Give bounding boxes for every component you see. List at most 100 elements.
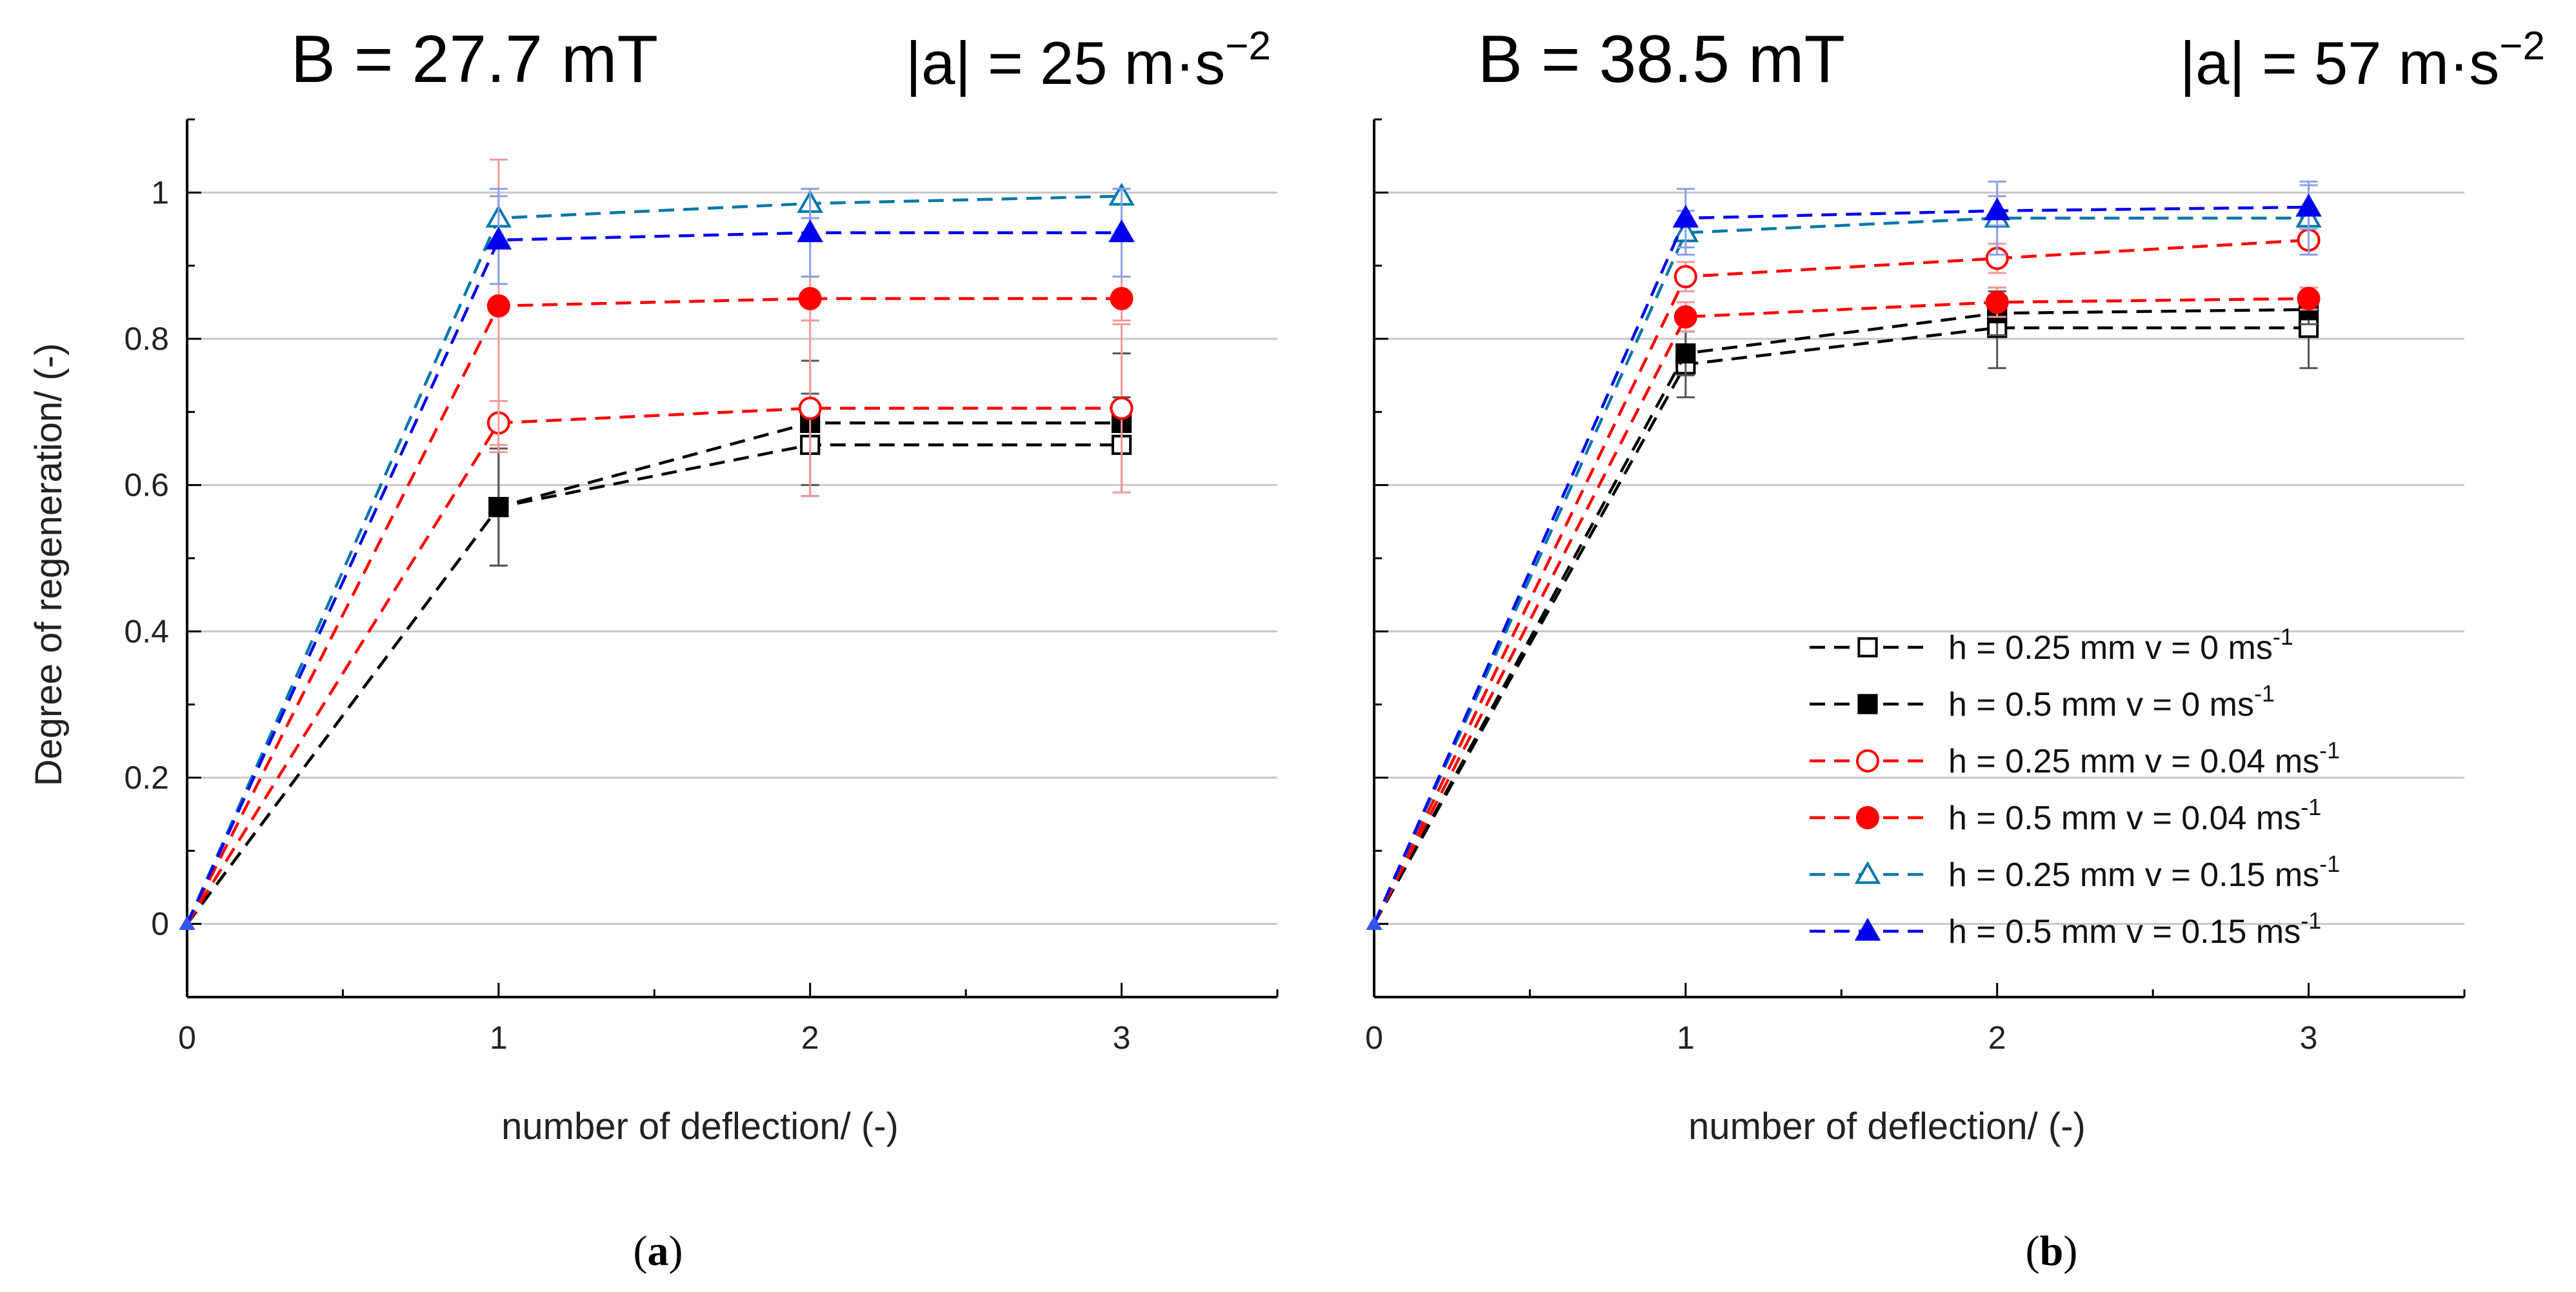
y-tick-label: 1 [151,174,169,210]
series-line [1372,205,2309,925]
legend-label: h = 0.5 mm v = 0 ms-1 [1948,680,2275,723]
panel-sub-label: (b) [2026,1227,2078,1275]
data-point-triangle-marker [485,227,512,250]
legend-label-text: h = 0.25 mm v = 0 ms [1948,629,2273,667]
legend-label: h = 0.25 mm v = 0.15 ms-1 [1948,851,2340,894]
panel-title-field: B = 27.7 mT [291,22,658,97]
legend-square-marker [1857,694,1878,714]
legend-label-text: h = 0.5 mm v = 0 ms [1948,686,2254,723]
legend-label-text: h = 0.5 mm v = 0.04 ms [1948,800,2301,837]
legend-square-marker [1857,637,1878,658]
series-line [186,407,1122,925]
series-6 [1366,184,2322,930]
legend-triangle-marker [1854,861,1881,884]
x-tick-label: 1 [490,1020,508,1056]
legend-entry: h = 0.25 mm v = 0.04 ms-1 [1810,737,2340,780]
series-line [185,194,1122,925]
series-5 [179,183,1135,930]
series-2 [179,352,1132,930]
legend-triangle-marker [1854,918,1881,941]
panel-b: 0 1 2 3 number of deflection/ (-) B = 38.5 mT… [1365,22,2545,1275]
panel-title-field: B = 38.5 mT [1478,22,1845,97]
acceleration-base: |a| = 25 m·s [906,29,1226,97]
data-point-square-marker [1675,343,1696,364]
paren-close: ) [2063,1227,2077,1275]
origin-point [179,916,195,930]
legend: h = 0.25 mm v = 0 ms-1h = 0.5 mm v = 0 m… [1810,623,2340,951]
series-4 [179,158,1133,930]
series-6 [179,188,1135,930]
legend-label-exponent: -1 [2301,794,2321,820]
legend-entry: h = 0.5 mm v = 0 ms-1 [1810,680,2275,723]
legend-entry: h = 0.25 mm v = 0 ms-1 [1810,623,2293,667]
x-tick-label: 1 [1677,1020,1695,1056]
panel-letter: a [648,1227,669,1275]
series-line [185,297,1122,925]
data-point-triangle-marker [1984,197,2010,221]
y-tick-label: 0 [151,906,169,942]
x-axis-label: number of deflection/ (-) [501,1105,899,1147]
legend-label-exponent: -1 [2301,907,2321,934]
data-point-circle-marker [798,287,822,310]
y-tick-label: 0.6 [124,467,169,503]
legend-label-text: h = 0.5 mm v = 0.15 ms [1948,913,2301,951]
x-tick-label: 2 [801,1020,819,1056]
legend-label-text: h = 0.25 mm v = 0.15 ms [1948,856,2319,894]
paren-close: ) [669,1227,683,1275]
legend-entry: h = 0.25 mm v = 0.15 ms-1 [1810,851,2340,894]
acceleration-exponent: −2 [2499,24,2545,68]
legend-label: h = 0.5 mm v = 0.15 ms-1 [1948,907,2321,951]
y-tick-label: 0.2 [124,760,169,796]
legend-label-exponent: -1 [2254,680,2275,707]
x-tick-label: 0 [1365,1020,1383,1056]
data-point-triangle-marker [797,219,823,243]
series-line [186,421,1122,925]
data-point-circle-marker [798,396,822,420]
acceleration-base: |a| = 57 m·s [2180,29,2500,97]
panel-letter: b [2040,1227,2064,1275]
panel-title-acceleration: |a| = 57 m·s−2 [2180,24,2545,97]
data-point-triangle-marker [1108,219,1135,243]
series-line [1373,326,2309,925]
paren-open: ( [2026,1227,2040,1275]
legend-label: h = 0.25 mm v = 0.04 ms-1 [1948,737,2340,780]
data-point-circle-marker [1985,290,2009,314]
acceleration-exponent: −2 [1225,24,1271,68]
x-tick-label: 3 [1113,1020,1131,1056]
origin-point [1366,916,1383,930]
x-tick-label: 2 [1988,1020,2006,1056]
data-point-circle-marker [1673,305,1697,328]
y-axis-label: Degree of regeneration/ (-) [28,343,70,787]
series-line [186,443,1122,925]
series-line [1372,297,2309,925]
legend-label: h = 0.5 mm v = 0.04 ms-1 [1948,794,2321,837]
data-point-circle-marker [486,294,510,318]
legend-label-exponent: -1 [2273,623,2293,650]
data-point-triangle-marker [1672,205,1699,228]
legend-label-text: h = 0.25 mm v = 0.04 ms [1948,743,2319,780]
legend-label-exponent: -1 [2319,737,2340,763]
data-point-triangle-marker [2295,194,2322,217]
legend-entry: h = 0.5 mm v = 0.15 ms-1 [1810,907,2321,951]
data-point-circle-marker [1673,265,1697,288]
legend-entry: h = 0.5 mm v = 0.04 ms-1 [1810,794,2321,837]
y-tick-label: 0.4 [124,613,169,649]
panel-a: 0 0.2 0.4 0.6 0.8 1 0 1 2 3 number of deflection/ … [28,22,1279,1275]
paren-open: ( [634,1227,648,1275]
series-1 [179,392,1132,930]
legend-label: h = 0.25 mm v = 0 ms-1 [1948,623,2293,667]
series-line [1373,308,2309,925]
x-axis-label: number of deflection/ (-) [1688,1105,2086,1147]
data-point-circle-marker [2297,287,2321,310]
data-point-circle-marker [1110,396,1133,420]
x-tick-label: 0 [178,1020,196,1056]
data-point-circle-marker [1110,287,1133,310]
y-tick-label: 0.8 [124,321,169,357]
data-point-square-marker [488,497,509,518]
legend-label-exponent: -1 [2319,851,2340,877]
series-line [1372,216,2309,925]
panel-sub-label: (a) [634,1227,683,1275]
panel-title-acceleration: |a| = 25 m·s−2 [906,24,1271,97]
series-line [1372,238,2309,925]
